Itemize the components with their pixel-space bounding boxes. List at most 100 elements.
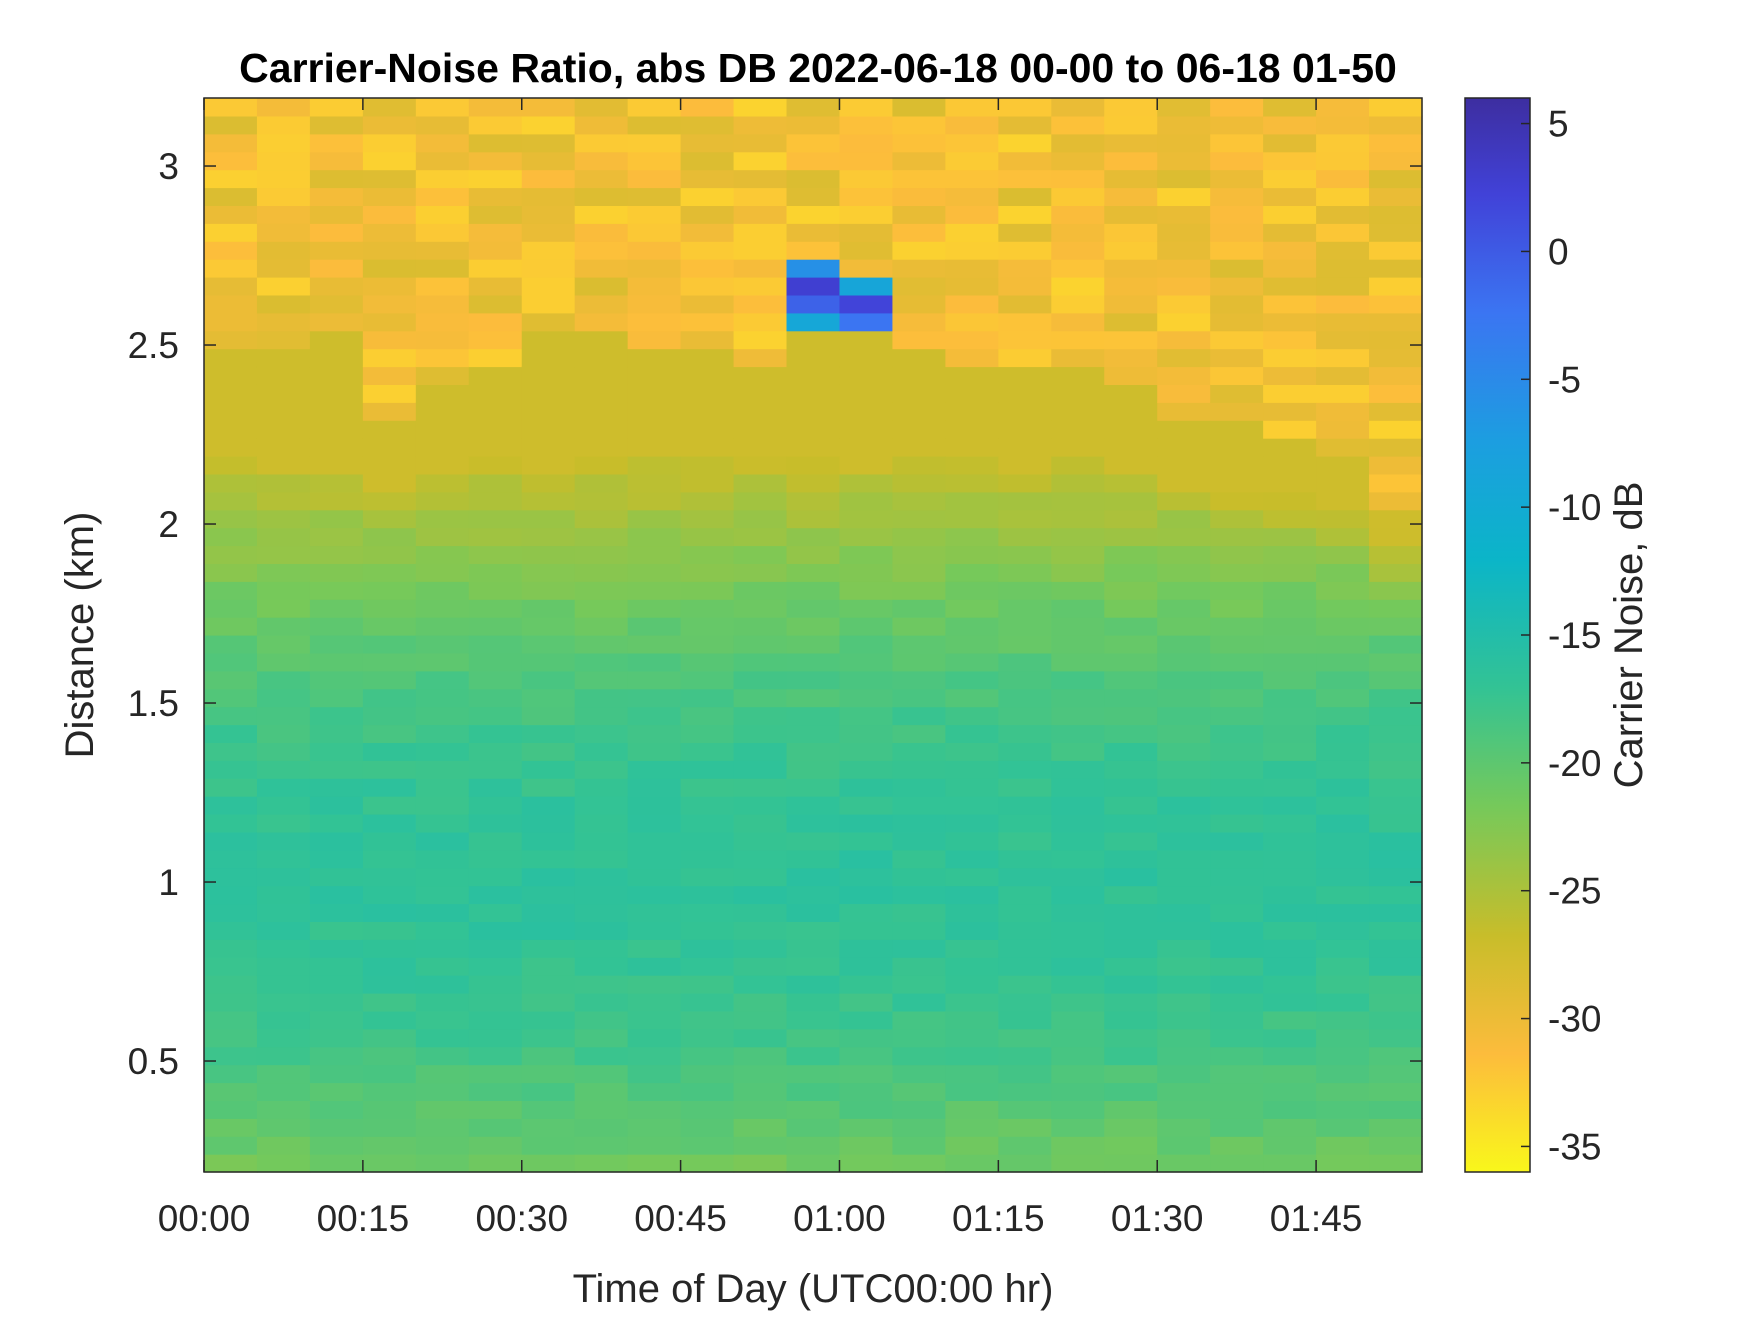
heatmap-cell: [998, 277, 1052, 296]
heatmap-cell: [574, 599, 629, 618]
heatmap-cell: [1104, 527, 1158, 547]
heatmap-cell: [680, 849, 735, 869]
heatmap-cell: [892, 670, 946, 690]
heatmap-cell: [1051, 1100, 1105, 1119]
heatmap-cell: [839, 151, 894, 171]
heatmap-cell: [362, 420, 417, 439]
heatmap-cell: [892, 1082, 946, 1101]
heatmap-cell: [574, 348, 629, 368]
heatmap-cell: [1369, 330, 1423, 350]
heatmap-cell: [1051, 294, 1105, 314]
heatmap-cell: [733, 921, 788, 940]
heatmap-cell: [362, 831, 417, 851]
heatmap-cell: [998, 796, 1052, 815]
heatmap-cell: [1104, 509, 1158, 529]
heatmap-cell: [204, 384, 258, 403]
heatmap-cell: [1316, 438, 1370, 457]
heatmap-cell: [786, 312, 841, 332]
heatmap-cell: [309, 1118, 364, 1137]
heatmap-cell: [468, 1154, 523, 1173]
heatmap-cell: [362, 670, 417, 690]
heatmap-cell: [204, 849, 258, 869]
heatmap-cell: [1210, 294, 1264, 314]
heatmap-cell: [1157, 438, 1211, 457]
heatmap-cell: [1210, 1046, 1264, 1066]
heatmap-cell: [998, 652, 1052, 672]
heatmap-cell: [1263, 491, 1317, 511]
heatmap-cell: [1157, 939, 1211, 958]
heatmap-cell: [680, 384, 735, 403]
heatmap-cell: [1104, 1136, 1158, 1155]
heatmap-cell: [362, 563, 417, 582]
heatmap-cell: [1051, 491, 1105, 511]
heatmap-cell: [1316, 1046, 1370, 1066]
heatmap-cell: [574, 975, 629, 994]
heatmap-cell: [1263, 420, 1317, 439]
heatmap-cell: [1263, 187, 1317, 206]
heatmap-cell: [204, 581, 258, 600]
heatmap-cell: [204, 456, 258, 475]
heatmap-cell: [574, 563, 629, 582]
heatmap-cell: [574, 133, 629, 153]
heatmap-cell: [415, 760, 470, 779]
heatmap-cell: [1210, 760, 1264, 779]
heatmap-cell: [415, 849, 470, 869]
heatmap-cell: [309, 98, 364, 117]
heatmap-cell: [362, 366, 417, 385]
heatmap-cell: [733, 348, 788, 368]
heatmap-cell: [998, 330, 1052, 350]
heatmap-cell: [468, 1010, 523, 1030]
heatmap-cell: [1157, 312, 1211, 332]
heatmap-cell: [839, 223, 894, 242]
heatmap-cell: [415, 509, 470, 529]
heatmap-cell: [1210, 670, 1264, 690]
y-tick-label: 1.5: [128, 683, 179, 724]
heatmap-cell: [362, 903, 417, 922]
heatmap-cell: [362, 456, 417, 475]
heatmap-cell: [680, 115, 735, 135]
heatmap-cell: [204, 939, 258, 958]
heatmap-cell: [362, 330, 417, 350]
heatmap-cell: [256, 473, 311, 493]
heatmap-cell: [415, 1046, 470, 1066]
heatmap-cell: [680, 1100, 735, 1119]
heatmap-cell: [1104, 599, 1158, 618]
heatmap-cell: [309, 599, 364, 618]
heatmap-cell: [839, 1010, 894, 1030]
heatmap-cell: [786, 885, 841, 905]
colorbar-tick-label: -25: [1548, 871, 1601, 912]
heatmap-cell: [521, 1046, 576, 1066]
heatmap-cell: [945, 294, 999, 314]
heatmap-cell: [1316, 975, 1370, 994]
heatmap-cell: [1104, 939, 1158, 958]
heatmap-cell: [415, 975, 470, 994]
y-tick-label: 2: [158, 504, 179, 545]
heatmap-cell: [998, 402, 1052, 421]
heatmap-cell: [1210, 1082, 1264, 1101]
heatmap-cell: [680, 509, 735, 529]
heatmap-cell: [945, 706, 999, 726]
heatmap-cell: [521, 814, 576, 833]
heatmap-cell: [627, 885, 682, 905]
heatmap-cell: [839, 1046, 894, 1066]
heatmap-cell: [1051, 169, 1105, 189]
heatmap-cell: [309, 348, 364, 368]
heatmap-cell: [1157, 348, 1211, 368]
heatmap-cell: [627, 760, 682, 779]
heatmap-cell: [1157, 957, 1211, 976]
heatmap-cell: [256, 115, 311, 135]
heatmap-cell: [1369, 706, 1423, 726]
heatmap-cell: [998, 456, 1052, 475]
heatmap-cell: [786, 599, 841, 618]
heatmap-cell: [415, 402, 470, 421]
heatmap-cell: [415, 473, 470, 493]
heatmap-cell: [1263, 223, 1317, 242]
heatmap-cell: [680, 133, 735, 153]
heatmap-cell: [680, 957, 735, 976]
heatmap-cell: [892, 259, 946, 278]
heatmap-cell: [574, 652, 629, 672]
heatmap-cell: [1369, 814, 1423, 833]
heatmap-cell: [680, 205, 735, 224]
heatmap-cell: [998, 1136, 1052, 1155]
